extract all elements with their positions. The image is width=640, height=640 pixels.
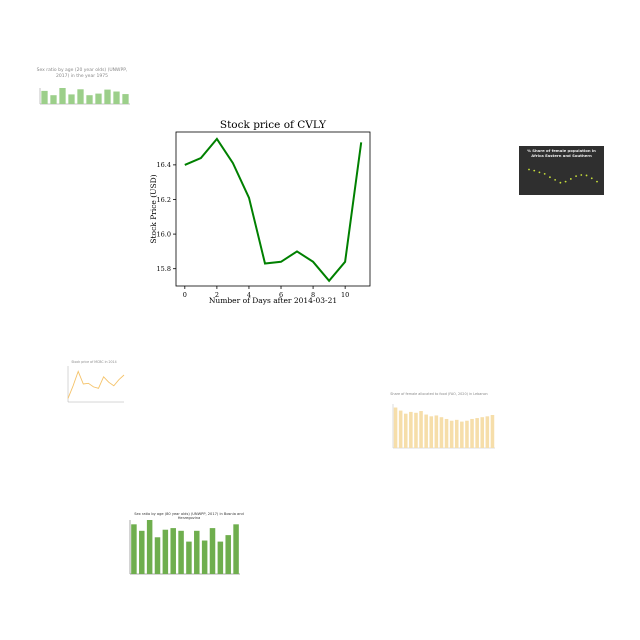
bar: [178, 530, 184, 574]
thumbnail-title: Share of female allocated to food (FAO, …: [390, 392, 488, 396]
x-tick-label: 4: [247, 291, 251, 299]
y-tick-label: 16.4: [157, 161, 171, 169]
y-axis-label: Stock Price (USD): [149, 174, 158, 243]
bar: [95, 93, 102, 104]
bar: [475, 418, 479, 448]
bar: [122, 94, 129, 104]
bar: [154, 537, 161, 574]
bar: [194, 530, 200, 574]
bar: [86, 95, 93, 104]
bar: [434, 415, 439, 448]
bar: [439, 417, 444, 448]
y-tick-label: 15.8: [157, 265, 171, 273]
bar: [68, 94, 75, 104]
data-point: [559, 181, 562, 184]
data-point: [596, 180, 598, 183]
bar: [139, 530, 145, 574]
x-tick-label: 6: [279, 291, 283, 299]
data-point: [543, 173, 546, 175]
chart-title: Stock price of CVLY: [220, 119, 327, 131]
bar: [162, 529, 169, 574]
bar: [429, 416, 434, 448]
bar: [59, 88, 66, 104]
bar: [104, 89, 111, 104]
thumbnail-food-share-lebanon: Share of female allocated to food (FAO, …: [371, 390, 497, 462]
bar: [209, 528, 216, 574]
bar: [201, 540, 208, 574]
x-tick-label: 10: [341, 291, 349, 299]
data-point: [538, 171, 541, 174]
data-point: [564, 180, 567, 183]
thumbnail-title: Stock price of MCBC in 2014: [71, 360, 117, 364]
data-point: [554, 178, 557, 181]
bar: [225, 535, 231, 574]
bar: [414, 412, 418, 448]
bar: [454, 419, 459, 448]
bar: [170, 528, 176, 574]
thumbnail-sex-ratio-1975: Sex ratio by age (20 year olds) (UNWPP, …: [24, 66, 136, 128]
thumbnail-sex-ratio-bih: Sex ratio by age (80 year olds) (UNWPP, …: [118, 510, 244, 588]
thumbnail-title: % Share of female population in Africa E…: [527, 148, 596, 158]
series-line: [67, 370, 125, 399]
bar: [131, 524, 137, 574]
bar: [460, 421, 464, 448]
bar: [113, 91, 120, 104]
thumbnail-title: Sex ratio by age (20 year olds) (UNWPP, …: [36, 68, 128, 79]
x-tick-label: 0: [183, 291, 187, 299]
bar: [419, 411, 423, 448]
x-tick-label: 2: [215, 291, 219, 299]
data-point: [575, 175, 577, 177]
bar: [444, 418, 449, 448]
bar: [41, 90, 48, 104]
x-axis-label: Number of Days after 2014-03-21: [209, 296, 337, 305]
data-point: [533, 169, 536, 172]
thumbnail-stock-mcbc: Stock price of MCBC in 2014: [58, 358, 126, 410]
thumbnail-female-population: % Share of female population in Africa E…: [519, 146, 604, 195]
bar: [424, 414, 428, 448]
y-tick-label: 16.2: [157, 196, 171, 204]
stock-price-line: [184, 137, 363, 283]
y-tick-label: 16.0: [157, 230, 171, 238]
bar: [50, 95, 57, 104]
bar: [480, 417, 485, 448]
data-point: [528, 168, 530, 171]
bar: [449, 420, 454, 448]
bar: [485, 416, 490, 448]
bar: [409, 411, 413, 448]
data-point: [590, 177, 593, 180]
bar: [233, 524, 239, 574]
bar: [146, 520, 153, 574]
plot-frame: [175, 131, 371, 287]
bar: [465, 420, 469, 448]
bar: [77, 89, 84, 104]
bar: [403, 413, 408, 448]
bar: [398, 410, 403, 448]
bar: [186, 541, 192, 574]
data-point: [569, 178, 572, 180]
data-point: [585, 174, 588, 177]
thumbnail-title: Sex ratio by age (80 year olds) (UNWPP, …: [134, 512, 244, 520]
bar: [393, 407, 398, 448]
bar: [470, 418, 474, 448]
data-point: [580, 174, 583, 176]
data-point: [549, 176, 551, 179]
bar: [217, 541, 224, 574]
bar: [490, 415, 495, 448]
x-tick-label: 8: [311, 291, 315, 299]
